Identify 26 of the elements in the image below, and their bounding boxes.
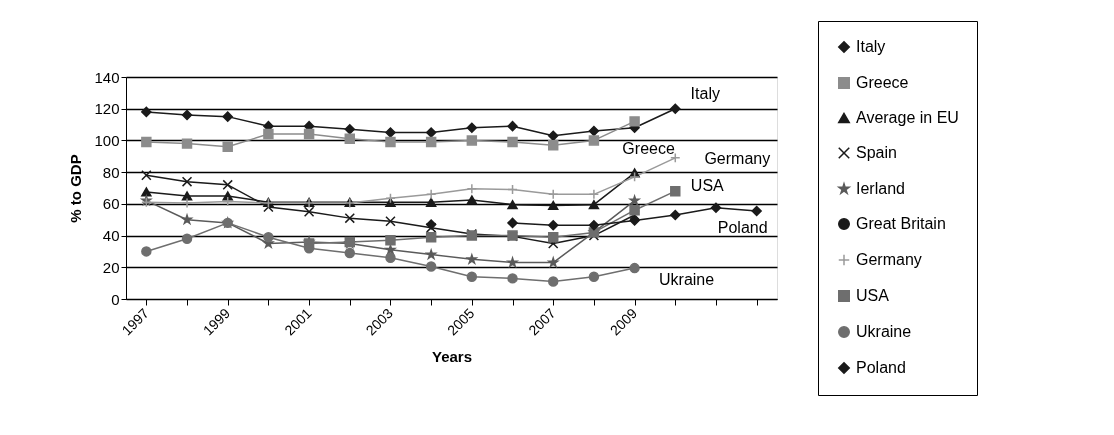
legend-label: USA — [856, 287, 890, 304]
y-tick-label: 140 — [94, 68, 120, 86]
annotation: Greece — [622, 140, 675, 158]
y-tick-label: 80 — [102, 163, 120, 181]
y-tick-label: 0 — [111, 290, 120, 308]
legend-label: Greece — [856, 74, 909, 91]
y-tick-label: 20 — [102, 258, 120, 276]
y-axis-title: % to GDP — [67, 154, 85, 223]
annotation: Germany — [704, 149, 771, 167]
annotation: Poland — [717, 218, 768, 236]
legend-label: Italy — [856, 38, 886, 55]
legend-label: Ierland — [856, 180, 905, 197]
legend-label: Spain — [856, 144, 897, 161]
y-tick-label: 120 — [94, 100, 120, 118]
annotation: Italy — [690, 84, 720, 102]
y-tick-label: 100 — [94, 131, 120, 149]
legend-label: Poland — [856, 359, 906, 376]
annotation: Ukraine — [659, 271, 715, 289]
x-axis-title: Years — [431, 348, 473, 366]
legend-label: Ukraine — [856, 323, 912, 340]
legend-label: Great Britain — [856, 215, 946, 232]
y-tick-label: 40 — [102, 227, 120, 245]
legend-label: Average in EU — [856, 109, 959, 126]
annotation: USA — [690, 177, 725, 195]
legend-label: Germany — [856, 251, 922, 268]
y-tick-label: 60 — [102, 195, 120, 213]
